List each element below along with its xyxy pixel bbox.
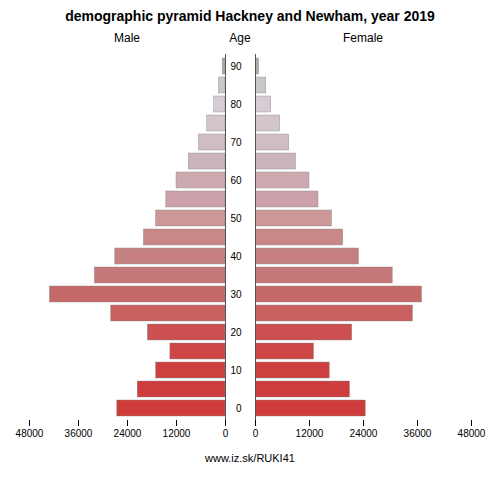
- svg-text:40: 40: [230, 251, 242, 262]
- svg-text:36000: 36000: [404, 428, 432, 439]
- svg-text:10: 10: [230, 365, 242, 376]
- html-text:demographic pyramid Hackney an: demographic pyramid Hackney and Newham, …: [65, 8, 435, 24]
- svg-text:0: 0: [236, 403, 242, 414]
- svg-text:20: 20: [230, 327, 242, 338]
- svg-text:70: 70: [230, 137, 242, 148]
- svg-text:60: 60: [230, 175, 242, 186]
- svg-text:80: 80: [230, 99, 242, 110]
- svg-text:50: 50: [230, 213, 242, 224]
- html-text:www.iz.sk/RUKI41: www.iz.sk/RUKI41: [205, 452, 295, 464]
- svg-text:36000: 36000: [65, 428, 93, 439]
- svg-text:12000: 12000: [296, 428, 324, 439]
- svg-text:24000: 24000: [350, 428, 378, 439]
- svg-text:0: 0: [223, 428, 229, 439]
- html-text:Male: Male: [114, 31, 140, 45]
- svg-text:24000: 24000: [114, 428, 142, 439]
- html-text:Female: Female: [343, 31, 383, 45]
- html-text:Age: Age: [229, 31, 251, 45]
- svg-text:0: 0: [253, 428, 259, 439]
- svg-text:48000: 48000: [458, 428, 486, 439]
- svg-text:90: 90: [230, 61, 242, 72]
- svg-text:48000: 48000: [16, 428, 44, 439]
- svg-text:12000: 12000: [163, 428, 191, 439]
- svg-text:30: 30: [230, 289, 242, 300]
